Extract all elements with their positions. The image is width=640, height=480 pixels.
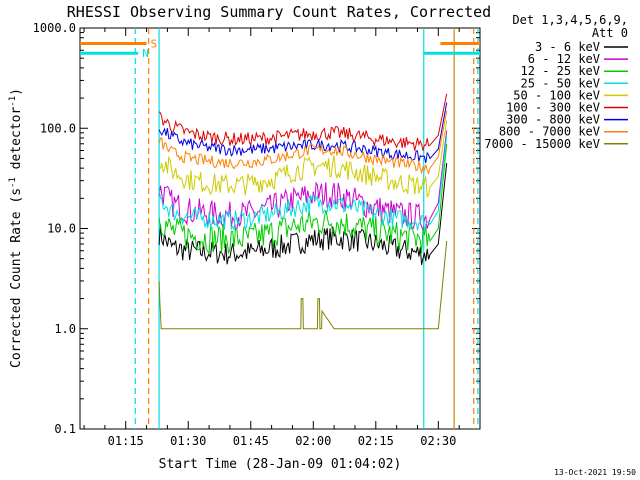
legend-entry-label: 100 - 300 keV	[506, 101, 600, 115]
y-tick-label: 1.0	[54, 322, 76, 336]
legend-entry-label: 800 - 7000 keV	[499, 125, 600, 139]
series-line-7	[158, 110, 448, 175]
x-tick-label: 01:45	[233, 434, 269, 448]
x-tick-label: 02:30	[420, 434, 456, 448]
y-tick-label: 0.1	[54, 422, 76, 436]
legend-entry-label: 50 - 100 keV	[513, 88, 600, 102]
series-line-1	[158, 130, 448, 232]
series-line-6	[158, 102, 448, 164]
legend-header-line1: Det 1,3,4,5,6,9,	[512, 13, 628, 27]
flag-label-N: N	[142, 47, 149, 60]
y-axis-label-main: Corrected Count Rate (s	[9, 188, 24, 368]
legend-entry-label: 12 - 25 keV	[521, 64, 600, 78]
plot-area: 0.1 1.0 10.0 100.0 1000.0 01:15 01:30 01:45 02:0…	[33, 21, 481, 448]
series-line-5	[158, 93, 448, 151]
legend-entry-label: 300 - 800 keV	[506, 113, 600, 127]
footer-timestamp: 13-Oct-2021 19:50	[554, 468, 636, 477]
flag-label-S: S	[151, 38, 158, 51]
x-tick-label: 01:30	[170, 434, 206, 448]
legend-entry-label: 3 - 6 keV	[535, 40, 600, 54]
series-line-3	[158, 135, 448, 232]
x-tick-label: 02:15	[358, 434, 394, 448]
y-axis-label: Corrected Count Rate (s-1 detector-1)	[8, 88, 24, 368]
y-axis-label-mid: detector	[9, 107, 24, 178]
legend-entry-label: 7000 - 15000 keV	[484, 137, 600, 151]
legend-header-line2: Att 0	[592, 26, 628, 40]
y-axis-label-sup2: -1	[8, 96, 18, 107]
plot-frame	[79, 27, 481, 430]
y-axis-label-end: )	[9, 88, 24, 96]
x-tick-label: 02:00	[295, 434, 331, 448]
chart-title: RHESSI Observing Summary Count Rates, Co…	[67, 3, 491, 21]
y-tick-label: 10.0	[47, 222, 76, 236]
y-tick-label: 100.0	[40, 121, 76, 135]
y-axis-label-sup1: -1	[8, 177, 18, 188]
legend-entry-label: 6 - 12 keV	[528, 52, 600, 66]
series-line-4	[158, 120, 448, 199]
x-tick-label: 01:15	[108, 434, 144, 448]
y-tick-label: 1000.0	[33, 21, 76, 35]
legend-entry-label: 25 - 50 keV	[521, 76, 600, 90]
series-line-2	[158, 143, 448, 255]
series-line-8	[158, 240, 448, 330]
x-axis-label: Start Time (28-Jan-09 01:04:02)	[159, 457, 402, 472]
series-line-0	[158, 162, 448, 266]
